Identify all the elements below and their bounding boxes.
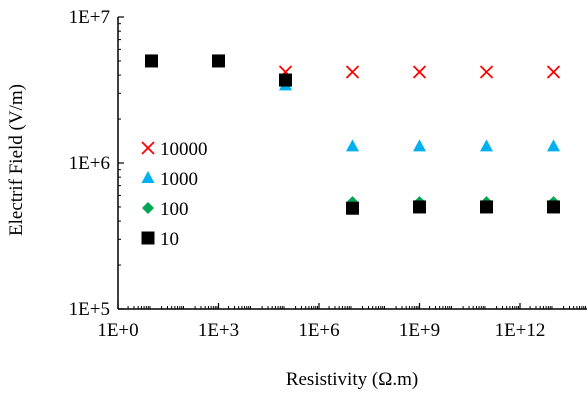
data-point-series-10000 (479, 65, 494, 79)
data-point-series-10000 (546, 65, 561, 79)
legend: 10000 1000 100 10 (141, 139, 208, 250)
x-stroke (546, 65, 561, 79)
data-point-series-10 (346, 201, 359, 215)
y-tick-label: 1E+5 (69, 299, 110, 320)
legend-label: 10000 (160, 139, 208, 160)
x-stroke (141, 141, 155, 155)
x-stroke (345, 65, 360, 79)
legend-marker (141, 171, 155, 183)
data-point-series-10000 (412, 65, 427, 79)
y-tick-label: 1E+7 (69, 7, 110, 28)
data-point-series-1000 (547, 139, 560, 152)
data-point-series-10 (145, 54, 158, 68)
legend-marker (142, 202, 154, 214)
legend-entry: 10 (141, 229, 179, 250)
legend-entry: 10000 (141, 139, 208, 160)
x-tick-label: 1E+6 (298, 320, 339, 341)
data-point-series-1000 (413, 139, 426, 152)
legend-label: 10 (160, 229, 179, 250)
x-axis-label: Resistivity (Ω.m) (286, 369, 418, 390)
y-axis-label: Electrif Field (V/m) (6, 84, 27, 236)
data-point-series-10 (212, 54, 225, 68)
data-point-series-1000 (480, 139, 493, 152)
data-point-series-10 (413, 200, 426, 214)
data-point-series-10 (279, 73, 292, 87)
x-tick-label: 1E+3 (198, 320, 239, 341)
data-point-series-10 (547, 200, 560, 214)
legend-entry: 1000 (141, 169, 198, 190)
data-point-series-1000 (346, 139, 359, 152)
y-tick-label: 1E+6 (69, 153, 110, 174)
x-tick-label: 1E+0 (97, 320, 138, 341)
ticks: 1E+5 1E+6 1E+7 1E+0 1E+3 1E+6 1E+9 1E+12 (69, 7, 586, 341)
axes (117, 17, 587, 310)
legend-marker (141, 231, 155, 245)
legend-label: 100 (160, 199, 189, 220)
data-points (144, 53, 561, 215)
legend-marker (141, 141, 155, 155)
data-point-series-10000 (345, 65, 360, 79)
legend-label: 1000 (160, 169, 198, 190)
x-stroke (412, 65, 427, 79)
x-stroke (479, 65, 494, 79)
legend-entry: 100 (142, 199, 189, 220)
data-point-series-10 (480, 200, 493, 214)
x-tick-label: 1E+12 (495, 320, 546, 341)
x-tick-label: 1E+9 (399, 320, 440, 341)
